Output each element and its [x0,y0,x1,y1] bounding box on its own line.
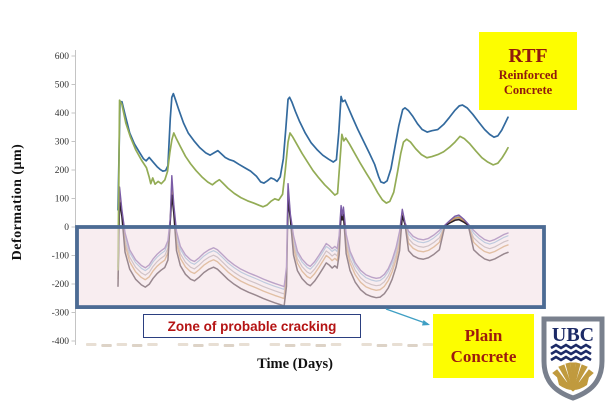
rtf-subtitle-1: Reinforced [498,68,558,83]
y-tick-label: -300 [52,309,70,319]
probable-cracking-zone [75,225,546,309]
plain-line-1: Plain [464,325,503,345]
y-tick-label: 300 [55,138,70,148]
y-tick-label: -400 [52,337,70,347]
y-tick-label: 500 [55,81,70,91]
plain-concrete-callout: Plain Concrete [433,314,534,378]
y-tick-label: 400 [55,109,70,119]
logo-waves [550,343,592,362]
logo-sunburst [552,362,594,392]
reinforced-concrete-line-blue [117,92,509,211]
y-axis: 600 500 400 300 200 100 0 -100 -200 -300 -400 [52,50,76,347]
rtf-subtitle-2: Concrete [503,82,553,97]
zone-of-probable-cracking-label: Zone of probable cracking [143,314,361,338]
rtf-reinforced-concrete-callout: RTF Reinforced Concrete [479,32,577,110]
y-tick-label: -100 [52,252,70,262]
zone-to-plain-arrow [385,308,429,325]
y-tick-label: 100 [55,195,70,205]
arrowhead [422,320,430,326]
y-tick-label: 0 [64,223,69,233]
plain-line-2: Concrete [450,347,517,366]
y-tick-label: -200 [52,280,70,290]
rtf-title: RTF [508,45,548,68]
x-axis-title: Time (Days) [257,356,333,372]
reinforced-concrete-line-green [117,99,509,271]
y-tick-label: 200 [55,166,70,176]
y-axis-title: Deformation (μm) [10,143,25,261]
ubc-logo: UBC [541,316,605,401]
logo-text: UBC [552,324,594,346]
y-tick-label: 600 [55,52,70,62]
